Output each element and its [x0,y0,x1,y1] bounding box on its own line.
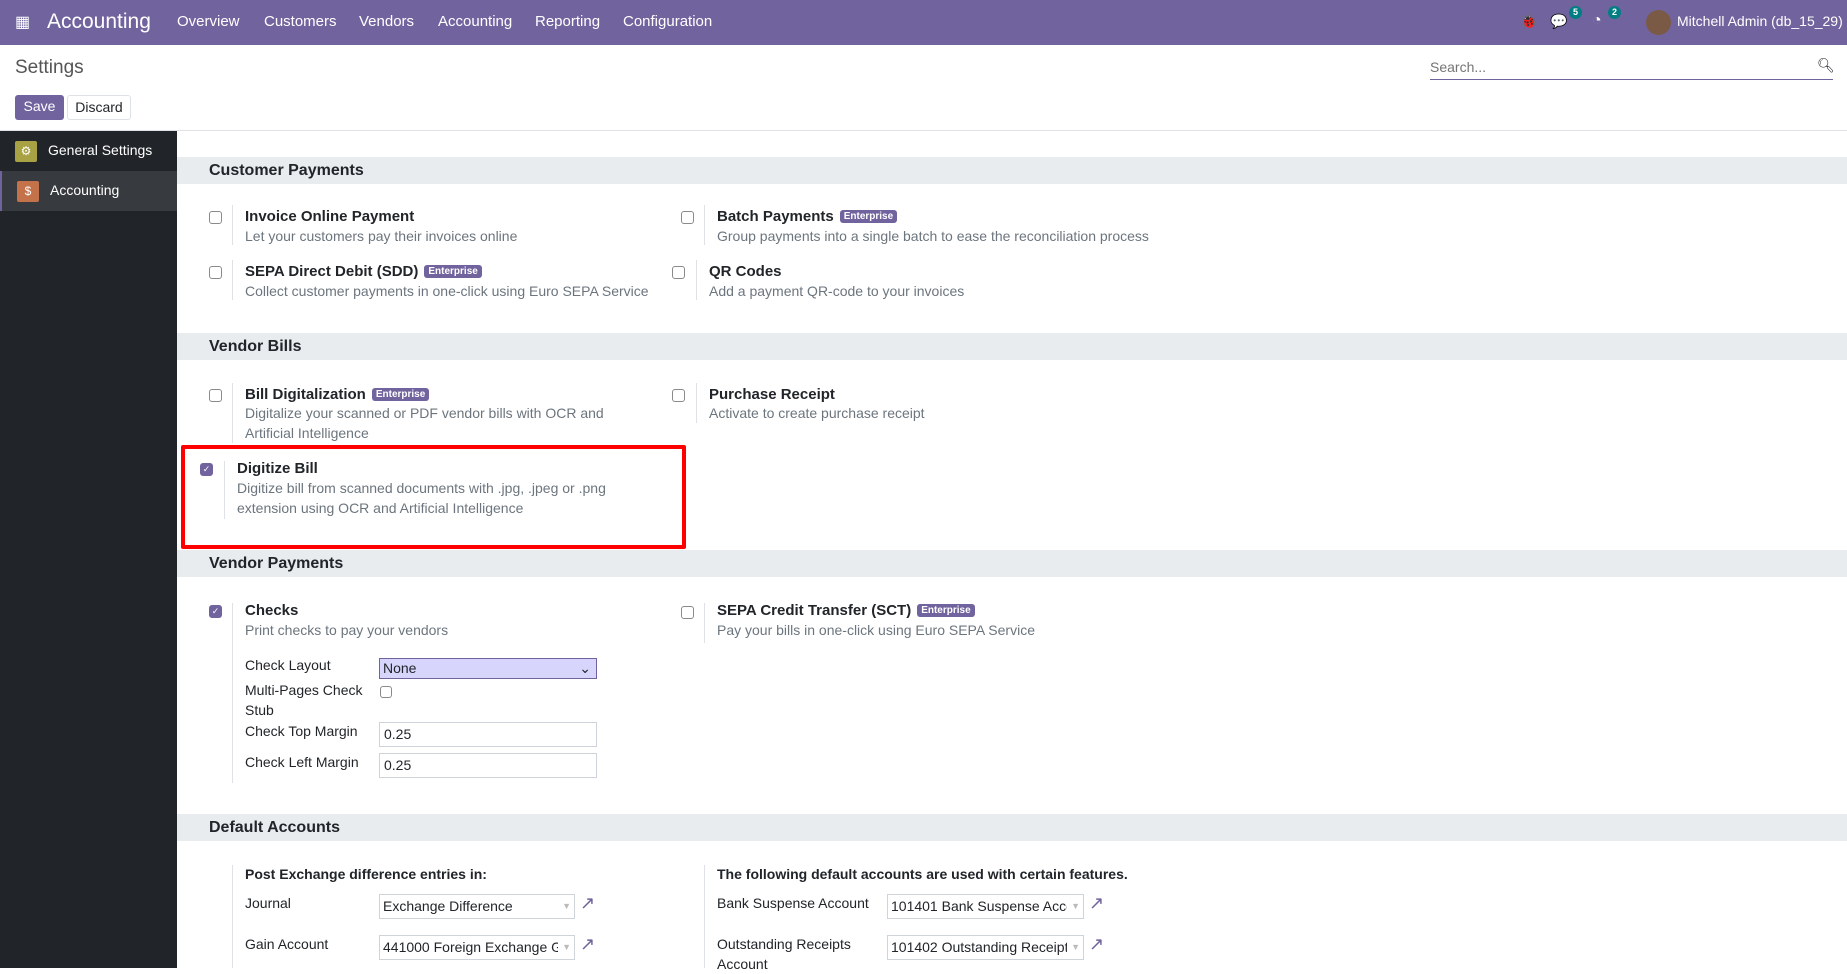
sidebar-item-label: Accounting [50,182,120,198]
activities-badge: 2 [1608,6,1622,19]
qr-codes-checkbox[interactable] [672,266,685,279]
batch-payments-checkbox[interactable] [681,211,694,224]
menu-accounting[interactable]: Accounting [438,13,513,30]
sct-checkbox[interactable] [681,606,694,619]
purchase-receipt-desc: Activate to create purchase receipt [709,405,925,421]
gain-account-label: Gain Account [245,936,329,952]
dropdown-caret-icon: ▼ [1071,901,1080,911]
qr-codes-desc: Add a payment QR-code to your invoices [709,283,965,299]
checks-checkbox[interactable]: ✓ [209,605,222,618]
journal-label: Journal [245,895,291,911]
external-link-icon[interactable]: ↗ [1089,934,1105,954]
enterprise-badge: Enterprise [839,210,898,223]
section-vendor-bills: Vendor Bills [177,333,1847,360]
external-link-icon[interactable]: ↗ [580,934,596,954]
invoice-online-payment-checkbox[interactable] [209,211,222,224]
user-menu[interactable]: Mitchell Admin (db_15_29) [1677,13,1843,29]
post-exchange-heading: Post Exchange difference entries in: [245,866,487,882]
external-link-icon[interactable]: ↗ [1089,893,1105,913]
menu-overview[interactable]: Overview [177,13,240,30]
enterprise-badge: Enterprise [371,388,430,401]
sidebar-item-accounting[interactable]: $ Accounting [0,171,177,211]
highlight-box [181,445,686,549]
purchase-receipt-title: Purchase Receipt [709,386,835,403]
sidebar-item-label: General Settings [48,142,153,158]
batch-payments-title: Batch Payments Enterprise [717,208,898,225]
journal-field[interactable]: Exchange Difference ▼ [379,894,575,919]
sdd-title: SEPA Direct Debit (SDD) Enterprise [245,263,482,280]
invoice-online-payment-title: Invoice Online Payment [245,208,415,225]
purchase-receipt-checkbox[interactable] [672,389,685,402]
debug-bug-icon[interactable]: 🐞 [1520,13,1538,29]
save-button[interactable]: Save [15,95,64,120]
outstanding-receipts-label: Outstanding Receipts Account [717,936,851,972]
divider [0,130,1847,131]
search-input[interactable] [1430,55,1810,80]
checks-title: Checks [245,602,299,619]
messages-badge: 5 [1569,6,1583,19]
sct-title: SEPA Credit Transfer (SCT) Enterprise [717,602,975,619]
sdd-desc: Collect customer payments in one-click u… [245,283,649,299]
search-underline [1810,79,1833,80]
dropdown-caret-icon: ▼ [562,901,571,911]
discard-button[interactable]: Discard [67,95,131,120]
sct-desc: Pay your bills in one-click using Euro S… [717,622,1035,638]
bill-digitalization-checkbox[interactable] [209,389,222,402]
digitize-bill-checkbox[interactable]: ✓ [200,463,213,476]
outstanding-receipts-field[interactable]: 101402 Outstanding Receipts ▼ [887,935,1084,960]
check-left-margin-input[interactable]: 0.25 [379,753,597,778]
activities-clock-icon[interactable]: ◔ [1592,12,1602,29]
check-left-margin-label: Check Left Margin [245,754,359,770]
gain-account-field[interactable]: 441000 Foreign Exchange Gai ▼ [379,935,575,960]
settings-sidebar: ⚙ General Settings $ Accounting [0,131,177,968]
bank-suspense-field[interactable]: 101401 Bank Suspense Accou ▼ [887,894,1084,919]
sidebar-item-general-settings[interactable]: ⚙ General Settings [0,131,177,171]
checks-desc: Print checks to pay your vendors [245,622,449,638]
dropdown-caret-icon: ▼ [562,942,571,952]
bill-digitalization-title: Bill Digitalization Enterprise [245,386,430,403]
menu-vendors[interactable]: Vendors [359,13,415,30]
section-customer-payments: Customer Payments [177,157,1847,184]
apps-menu-icon[interactable]: ▦ [15,14,31,31]
digitize-bill-title: Digitize Bill [237,460,318,477]
digitize-bill-desc: Digitize bill from scanned documents wit… [237,480,606,516]
bank-suspense-label: Bank Suspense Account [717,895,869,911]
menu-configuration[interactable]: Configuration [623,13,713,30]
sdd-checkbox[interactable] [209,266,222,279]
chevron-down-icon: ⌄ [579,660,591,676]
check-layout-label: Check Layout [245,657,331,673]
qr-codes-title: QR Codes [709,263,782,280]
top-navbar: ▦ Accounting Overview Customers Vendors … [0,0,1847,45]
default-accounts-heading: The following default accounts are used … [717,866,1128,882]
enterprise-badge: Enterprise [424,265,482,278]
check-top-margin-label: Check Top Margin [245,723,358,739]
check-top-margin-input[interactable]: 0.25 [379,722,597,747]
messages-icon[interactable]: 💬 [1550,13,1568,29]
bill-digitalization-desc: Digitalize your scanned or PDF vendor bi… [245,405,604,441]
invoice-online-payment-desc: Let your customers pay their invoices on… [245,228,518,244]
search-icon[interactable]: 🔍︎ [1817,57,1835,73]
user-avatar[interactable] [1646,10,1671,35]
enterprise-badge: Enterprise [917,604,975,617]
page-title: Settings [15,57,84,78]
batch-payments-desc: Group payments into a single batch to ea… [717,228,1149,244]
dropdown-caret-icon: ▼ [1071,942,1080,952]
menu-customers[interactable]: Customers [264,13,337,30]
check-layout-select[interactable]: None ⌄ [379,658,597,679]
section-default-accounts: Default Accounts [177,814,1847,841]
menu-reporting[interactable]: Reporting [535,13,601,30]
multi-pages-checkbox[interactable] [380,686,392,698]
app-name[interactable]: Accounting [47,10,151,33]
multi-pages-label: Multi-Pages Check Stub [245,682,363,718]
accounting-doc-icon: $ [17,181,39,202]
gear-icon: ⚙ [15,141,37,162]
external-link-icon[interactable]: ↗ [580,893,596,913]
section-vendor-payments: Vendor Payments [177,550,1847,577]
